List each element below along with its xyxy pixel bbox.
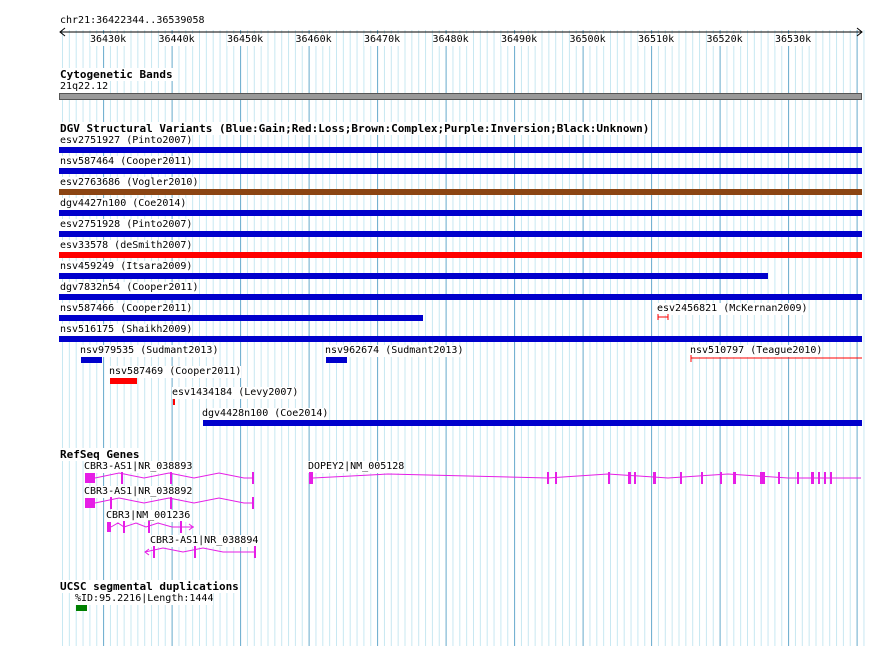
dgv-feature-bar[interactable] <box>59 294 862 300</box>
cytoband-label: 21q22.12 <box>60 81 109 93</box>
dgv-feature-label: esv2751927 (Pinto2007) <box>60 135 193 147</box>
refseq-track-title: RefSeq Genes <box>60 448 140 461</box>
gene-label: CBR3|NM_001236 <box>106 510 191 522</box>
dgv-feature-bar[interactable] <box>59 336 862 342</box>
dgv-feature-bar[interactable] <box>81 357 102 363</box>
ruler-location: chr21:36422344..36539058 <box>60 15 205 27</box>
dgv-feature-label: dgv4427n100 (Coe2014) <box>60 198 187 210</box>
gene-model[interactable] <box>84 496 256 510</box>
dgv-feature-bar[interactable] <box>59 168 862 174</box>
dgv-feature-label: esv2751928 (Pinto2007) <box>60 219 193 231</box>
dgv-feature-bar[interactable] <box>59 210 862 216</box>
ruler-tick-label: 36480k <box>432 34 469 46</box>
dgv-feature-label: nsv587464 (Cooper2011) <box>60 156 193 168</box>
cytoband-track-title: Cytogenetic Bands <box>60 68 173 81</box>
dgv-feature-bar[interactable] <box>59 231 862 237</box>
ruler-tick-label: 36490k <box>501 34 538 46</box>
gene-model[interactable] <box>106 520 198 534</box>
ruler-tick-label: 36530k <box>775 34 812 46</box>
dgv-feature-label: dgv4428n100 (Coe2014) <box>202 408 329 420</box>
dgv-feature-bar[interactable] <box>59 315 423 321</box>
gene-label: CBR3-AS1|NR_038893 <box>84 461 193 473</box>
segdup-track-title: UCSC segmental duplications <box>60 580 239 593</box>
dgv-feature-label: nsv962674 (Sudmant2013) <box>325 345 464 357</box>
dgv-feature-bar[interactable] <box>203 420 862 426</box>
dgv-feature-label: nsv459249 (Itsara2009) <box>60 261 193 273</box>
ruler-tick-label: 36460k <box>295 34 332 46</box>
segdup-feature-label: %ID:95.2216|Length:1444 <box>75 593 214 605</box>
dgv-feature-bar[interactable] <box>690 355 862 363</box>
gene-label: CBR3-AS1|NR_038892 <box>84 486 193 498</box>
ruler-tick-label: 36520k <box>706 34 743 46</box>
ruler-tick-label: 36450k <box>227 34 264 46</box>
ruler-tick-label: 36470k <box>364 34 401 46</box>
gene-model[interactable] <box>308 471 862 485</box>
dgv-feature-label: nsv979535 (Sudmant2013) <box>80 345 219 357</box>
ruler-axis[interactable] <box>58 26 866 38</box>
dgv-feature-label: esv2456821 (McKernan2009) <box>657 303 808 315</box>
dgv-feature-bar[interactable] <box>59 273 768 279</box>
dgv-feature-bar[interactable] <box>326 357 347 363</box>
dgv-feature-bar[interactable] <box>173 399 175 405</box>
gene-label: CBR3-AS1|NR_038894 <box>150 535 259 547</box>
dgv-feature-label: nsv510797 (Teague2010) <box>690 345 823 357</box>
gene-model[interactable] <box>143 545 258 559</box>
dgv-feature-label: nsv516175 (Shaikh2009) <box>60 324 193 336</box>
ruler-tick-label: 36440k <box>158 34 195 46</box>
dgv-feature-label: nsv587469 (Cooper2011) <box>109 366 242 378</box>
dgv-feature-label: nsv587466 (Cooper2011) <box>60 303 193 315</box>
dgv-track-title: DGV Structural Variants (Blue:Gain;Red:L… <box>60 122 650 135</box>
dgv-feature-bar[interactable] <box>59 252 862 258</box>
ruler-tick-label: 36500k <box>569 34 606 46</box>
gene-label: DOPEY2|NM_005128 <box>308 461 405 473</box>
dgv-feature-bar[interactable] <box>657 313 669 321</box>
dgv-feature-bar[interactable] <box>110 378 137 384</box>
ruler-tick-label: 36430k <box>90 34 127 46</box>
dgv-feature-label: dgv7832n54 (Cooper2011) <box>60 282 199 294</box>
dgv-feature-label: esv1434184 (Levy2007) <box>172 387 299 399</box>
ruler-tick-label: 36510k <box>638 34 675 46</box>
dgv-feature-label: esv33578 (deSmith2007) <box>60 240 193 252</box>
dgv-feature-bar[interactable] <box>59 189 862 195</box>
segdup-feature-bar[interactable] <box>76 605 87 611</box>
dgv-feature-bar[interactable] <box>59 147 862 153</box>
gene-model[interactable] <box>84 471 256 485</box>
cytoband-bar[interactable] <box>59 93 862 100</box>
dgv-feature-label: esv2763686 (Vogler2010) <box>60 177 199 189</box>
